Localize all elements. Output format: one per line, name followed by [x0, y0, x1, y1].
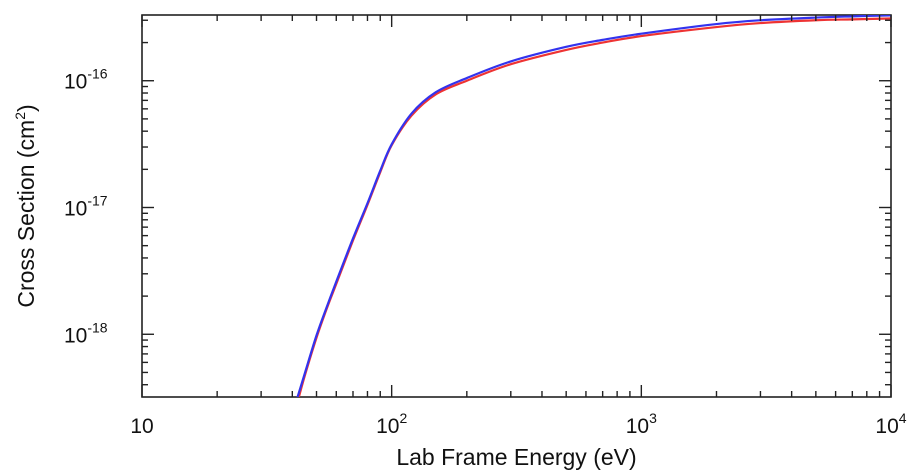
x-tick-exponent: 4: [899, 410, 907, 426]
x-tick-base: 10: [130, 415, 153, 438]
tick-marks-group: [141, 15, 892, 397]
y-tick-exponent: -17: [87, 192, 107, 208]
plot-frame: [141, 14, 892, 398]
y-tick-base: 10: [64, 71, 87, 94]
y-axis-label-suffix: ): [13, 104, 39, 112]
y-tick-exponent: -16: [87, 66, 107, 82]
y-axis-label-text: Cross Section (cm: [13, 120, 39, 308]
y-tick-label-1: 10-17: [64, 192, 108, 220]
x-tick-base: 10: [376, 415, 399, 438]
y-tick-label-0: 10-18: [64, 319, 108, 347]
y-tick-label-2: 10-16: [64, 66, 108, 94]
series-group: [296, 15, 891, 397]
series-line-1: [296, 15, 891, 397]
x-tick-label-0: 10: [130, 415, 153, 438]
y-tick-exponent: -18: [87, 319, 107, 335]
y-axis-label-superscript: 2: [12, 112, 28, 120]
x-tick-exponent: 3: [649, 410, 657, 426]
x-tick-base: 10: [875, 415, 898, 438]
y-tick-base: 10: [64, 197, 87, 220]
x-tick-exponent: 2: [399, 410, 407, 426]
x-tick-label-3: 104: [875, 410, 906, 438]
x-axis-label: Lab Frame Energy (eV): [396, 444, 636, 470]
y-tick-base: 10: [64, 324, 87, 347]
x-tick-label-2: 103: [626, 410, 657, 438]
y-axis-label: Cross Section (cm2): [12, 104, 39, 307]
x-tick-label-1: 102: [376, 410, 407, 438]
x-tick-base: 10: [626, 415, 649, 438]
